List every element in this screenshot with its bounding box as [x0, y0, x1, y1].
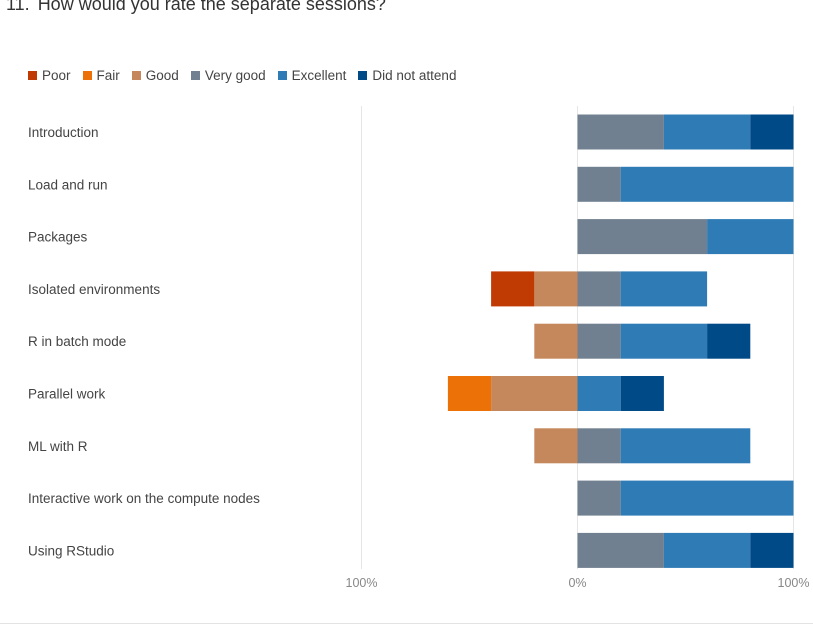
bar-interactive-work-on-the-compute-nodes-excellent: [620, 480, 794, 516]
legend-label-good: Good: [145, 68, 179, 83]
category-label-load-and-run: Load and run: [28, 177, 108, 192]
diverging-bar-chart: Introduction Load and run Packages Isolated…: [28, 106, 810, 590]
legend-swatch-good: [131, 71, 141, 80]
legend-item-good: Good: [131, 68, 179, 83]
legend-item-did-not-attend: Did not attend: [358, 68, 456, 83]
bar-parallel-work-fair: [447, 376, 492, 411]
bar-using-rstudio-excellent: [663, 532, 751, 568]
legend-label-very-good: Very good: [204, 68, 266, 83]
bar-load-and-run-very-good: [577, 166, 621, 202]
bar-r-in-batch-mode-did-not-attend: [707, 323, 751, 359]
bar-introduction-excellent: [663, 114, 751, 150]
category-label-using-rstudio: Using RStudio: [28, 543, 114, 558]
category-label-interactive-work-on-the-compute-nodes: Interactive work on the compute nodes: [28, 491, 260, 506]
legend-item-poor: Poor: [28, 68, 71, 83]
category-label-ml-with-r: ML with R: [28, 439, 88, 454]
category-label-introduction: Introduction: [28, 125, 99, 140]
bar-r-in-batch-mode-excellent: [620, 323, 708, 359]
legend-swatch-poor: [28, 71, 37, 80]
legend-label-fair: Fair: [96, 68, 120, 83]
legend-swatch-excellent: [277, 71, 287, 80]
bar-ml-with-r-very-good: [577, 428, 621, 464]
question-number: 11.: [6, 0, 30, 14]
bar-introduction-did-not-attend: [750, 114, 794, 150]
bar-ml-with-r-good: [534, 428, 578, 464]
bar-r-in-batch-mode-very-good: [577, 323, 621, 359]
bar-parallel-work-did-not-attend: [620, 376, 664, 411]
x-tick-label-1: 0%: [568, 576, 586, 590]
legend-item-fair: Fair: [82, 68, 120, 83]
bar-interactive-work-on-the-compute-nodes-very-good: [577, 480, 621, 516]
bar-isolated-environments-excellent: [620, 271, 708, 307]
question-title: 11. How would you rate the separate sessi…: [6, 0, 394, 15]
bar-isolated-environments-poor: [491, 271, 535, 307]
legend-item-excellent: Excellent: [277, 68, 347, 83]
bar-using-rstudio-very-good: [577, 532, 664, 568]
question-text: How would you rate the separate sessions…: [37, 0, 386, 14]
bar-parallel-work-excellent: [577, 376, 621, 411]
legend-swatch-did-not-attend: [358, 71, 368, 80]
bar-r-in-batch-mode-good: [534, 323, 578, 359]
x-tick-label-2: 100%: [778, 576, 810, 590]
category-label-r-in-batch-mode: R in batch mode: [28, 334, 126, 349]
category-label-packages: Packages: [28, 230, 88, 245]
legend-label-did-not-attend: Did not attend: [372, 68, 457, 83]
x-tick-label-0: 100%: [346, 576, 378, 590]
bar-parallel-work-good: [491, 376, 578, 411]
bar-packages-excellent: [707, 219, 794, 255]
footer-divider: [0, 623, 813, 624]
category-label-parallel-work: Parallel work: [28, 387, 106, 402]
legend-swatch-very-good: [190, 71, 200, 80]
bar-isolated-environments-good: [534, 271, 578, 307]
bar-introduction-very-good: [577, 114, 664, 150]
bar-using-rstudio-did-not-attend: [750, 532, 794, 568]
legend-label-poor: Poor: [42, 68, 71, 83]
legend-swatch-fair: [82, 71, 92, 80]
category-label-isolated-environments: Isolated environments: [28, 282, 160, 297]
bar-isolated-environments-very-good: [577, 271, 621, 307]
legend-label-excellent: Excellent: [291, 68, 347, 83]
bar-ml-with-r-excellent: [620, 428, 751, 464]
chart-legend: Poor Fair Good Very good Excellent Did not at…: [28, 68, 468, 83]
bar-load-and-run-excellent: [620, 166, 794, 202]
legend-item-very-good: Very good: [190, 68, 266, 83]
bar-packages-very-good: [577, 219, 708, 255]
